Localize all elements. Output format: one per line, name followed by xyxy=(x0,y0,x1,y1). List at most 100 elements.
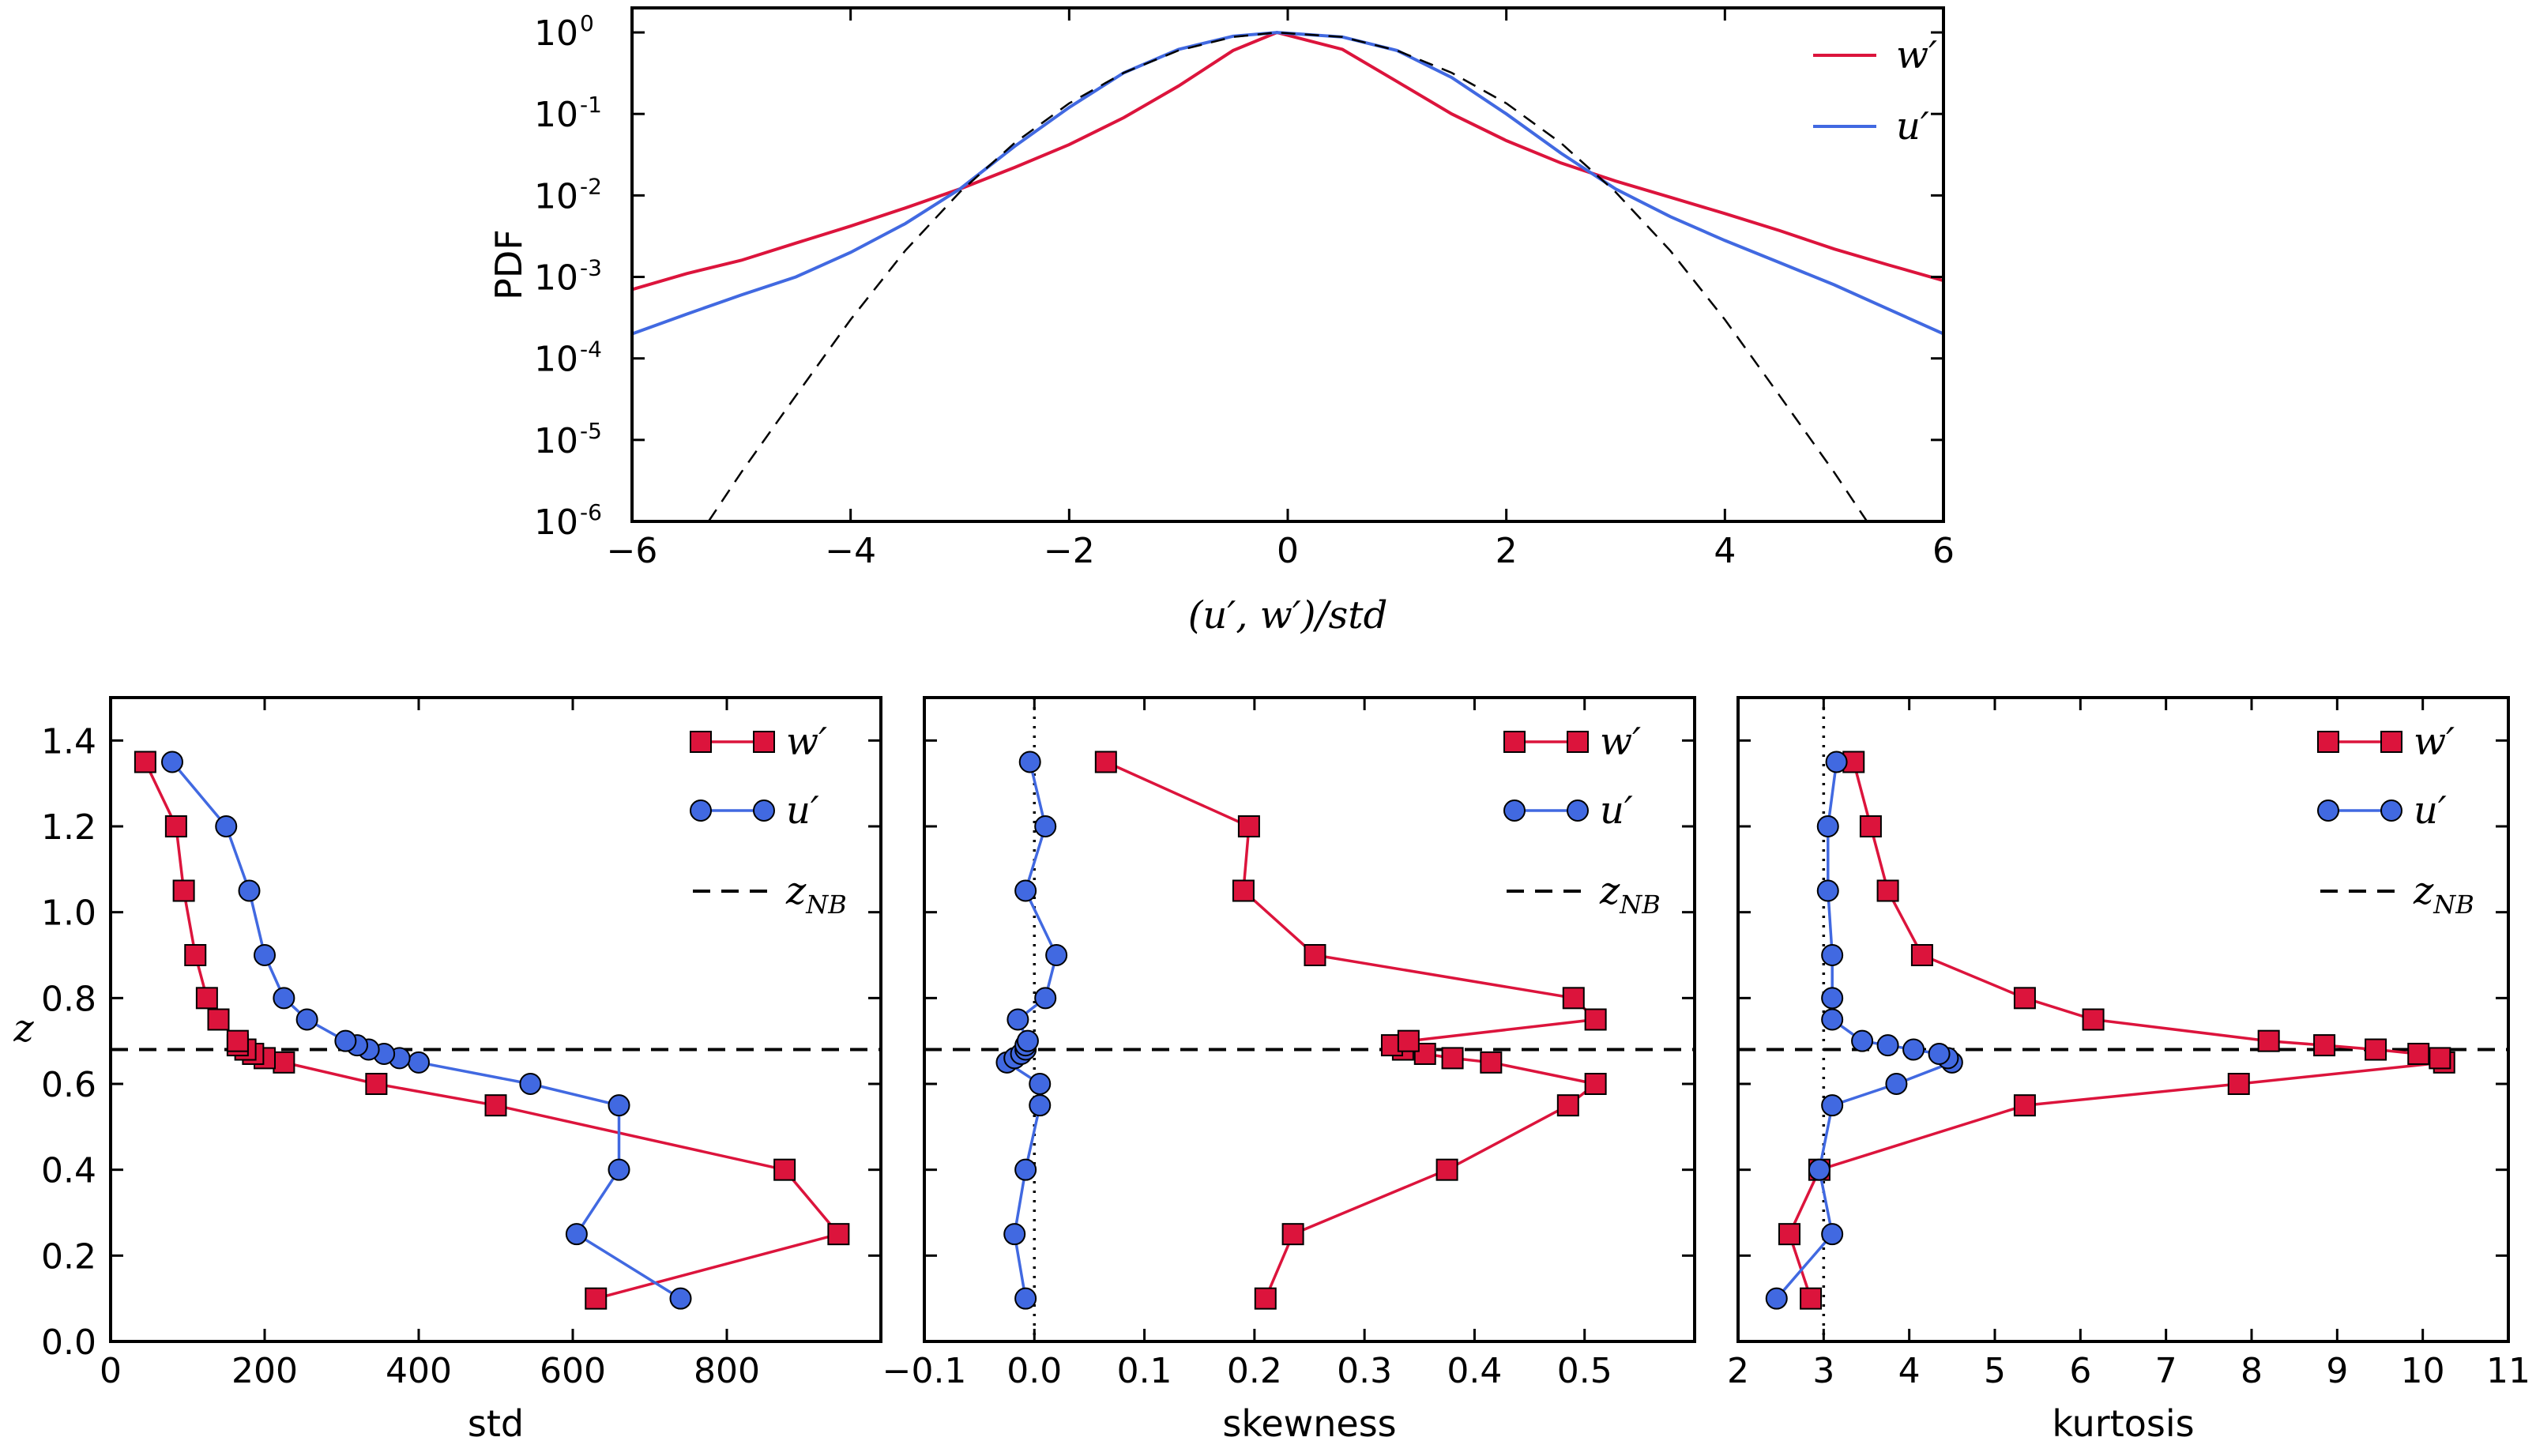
pdf-y-tick-label: 10 xyxy=(534,502,578,543)
std-axes-frame xyxy=(109,696,882,1343)
skewness-point-w xyxy=(1584,1008,1607,1031)
std-point-u xyxy=(565,1223,588,1246)
skewness-panel: −0.1 0.0 0.1 0.2 0.3 0.4 0.5 skewness w′ u′ zNB xyxy=(882,696,1696,1445)
kurtosis-point-w xyxy=(1910,944,1933,966)
pdf-x-tick-label: −6 xyxy=(607,531,658,571)
skewness-point-u xyxy=(1006,1008,1029,1031)
kurtosis-point-w xyxy=(2013,987,2036,1010)
pdf-x-tick-label: −2 xyxy=(1044,531,1095,571)
kurtosis-point-u xyxy=(1821,1008,1844,1031)
pdf-y-tick-label: 10 xyxy=(534,258,578,299)
z-tick-label: 0.2 xyxy=(41,1236,96,1277)
std-legend-label-znb: zNB xyxy=(785,869,847,920)
pdf-y-tick-exponent: -4 xyxy=(580,337,602,363)
pdf-y-tick-exponent: -5 xyxy=(580,418,602,444)
std-legend-marker-u xyxy=(690,799,712,822)
z-tick-label: 0.8 xyxy=(41,979,96,1019)
kurtosis-point-w xyxy=(1859,815,1882,837)
std-point-u xyxy=(215,815,238,837)
pdf-y-axis-label: PDF xyxy=(487,229,530,300)
kurtosis-point-w xyxy=(2365,1038,2387,1061)
kurtosis-point-w xyxy=(2407,1042,2430,1065)
skewness-point-u xyxy=(1045,944,1068,966)
skewness-point-u xyxy=(1014,1287,1037,1310)
kurtosis-x-axis-label: kurtosis xyxy=(2052,1402,2194,1445)
std-point-w xyxy=(172,879,195,902)
kurtosis-x-tick-label: 5 xyxy=(1984,1351,2006,1391)
skewness-point-u xyxy=(1014,879,1037,902)
skewness-legend-marker-u xyxy=(1503,799,1526,822)
skewness-legend-label-znb: zNB xyxy=(1599,869,1661,920)
kurtosis-axes-frame xyxy=(1736,696,2510,1343)
std-point-u xyxy=(161,751,183,773)
std-point-w xyxy=(827,1223,850,1246)
kurtosis-x-tick-label: 10 xyxy=(2401,1351,2445,1391)
skewness-point-u xyxy=(1029,1094,1052,1117)
std-point-u xyxy=(669,1287,692,1310)
skewness-series-u-line xyxy=(1004,762,1058,1299)
std-point-u xyxy=(334,1029,357,1052)
kurtosis-x-tick-label: 9 xyxy=(2326,1351,2348,1391)
skewness-x-tick-label: 0.2 xyxy=(1227,1351,1282,1391)
skewness-x-tick-label: 0.4 xyxy=(1447,1351,1502,1391)
std-legend-label-w: w′ xyxy=(786,720,827,764)
std-legend-marker-w xyxy=(753,731,775,753)
std-point-u xyxy=(519,1073,542,1095)
skewness-point-w xyxy=(1584,1073,1607,1095)
skewness-point-u xyxy=(1016,1029,1039,1052)
kurtosis-point-u xyxy=(1885,1073,1908,1095)
skewness-point-w xyxy=(1281,1223,1304,1246)
kurtosis-point-w xyxy=(1800,1287,1823,1310)
kurtosis-point-u xyxy=(1825,751,1848,773)
pdf-y-tick-exponent: -2 xyxy=(580,173,602,199)
kurtosis-point-w xyxy=(1778,1223,1800,1246)
skewness-point-w xyxy=(1480,1051,1503,1074)
std-x-tick-label: 800 xyxy=(694,1351,760,1391)
std-point-u xyxy=(273,987,295,1010)
kurtosis-x-tick-label: 4 xyxy=(1898,1351,1921,1391)
kurtosis-point-u xyxy=(1902,1038,1925,1061)
skewness-point-w xyxy=(1232,879,1255,902)
skewness-legend-marker-u xyxy=(1567,799,1589,822)
std-x-tick-label: 400 xyxy=(386,1351,452,1391)
kurtosis-x-tick-label: 8 xyxy=(2241,1351,2263,1391)
pdf-y-tick-label: 10 xyxy=(534,421,578,461)
std-legend-label-u: u′ xyxy=(786,788,819,833)
pdf-y-tick-exponent: -1 xyxy=(580,92,602,118)
skewness-point-w xyxy=(1413,1042,1436,1065)
std-point-w xyxy=(585,1287,608,1310)
pdf-x-ticks: −6 −4 −2 0 2 4 6 xyxy=(607,8,1955,571)
std-point-w xyxy=(365,1073,388,1095)
pdf-series-u xyxy=(632,31,1943,336)
std-point-u xyxy=(295,1008,318,1031)
pdf-x-tick-label: 6 xyxy=(1932,531,1955,571)
skewness-point-w xyxy=(1237,815,1260,837)
kurtosis-point-u xyxy=(1851,1029,1874,1052)
kurtosis-point-w xyxy=(2313,1034,2336,1057)
kurtosis-x-tick-label: 7 xyxy=(2155,1351,2177,1391)
z-tick-label: 0.6 xyxy=(41,1065,96,1105)
kurtosis-point-w xyxy=(2429,1047,2451,1070)
std-point-w xyxy=(273,1051,295,1074)
std-point-w xyxy=(484,1094,507,1117)
skewness-point-u xyxy=(1029,1073,1052,1095)
std-point-u xyxy=(608,1094,630,1117)
skewness-x-tick-label: 0.5 xyxy=(1557,1351,1612,1391)
skewness-legend-marker-w xyxy=(1503,731,1526,753)
kurtosis-point-w xyxy=(2013,1094,2036,1117)
skewness-point-u xyxy=(1014,1158,1037,1181)
kurtosis-point-w xyxy=(1842,751,1865,773)
z-tick-label: 1.4 xyxy=(41,721,96,762)
gaussian-reference-line xyxy=(707,31,1868,521)
std-x-axis-label: std xyxy=(468,1402,524,1445)
std-point-u xyxy=(408,1051,430,1074)
skewness-x-tick-label: 0.1 xyxy=(1117,1351,1172,1391)
std-x-tick-label: 200 xyxy=(231,1351,298,1391)
skewness-x-tick-label: −0.1 xyxy=(882,1351,967,1391)
pdf-y-tick-exponent: -6 xyxy=(580,499,602,525)
skewness-axes-frame xyxy=(923,696,1696,1343)
std-point-w xyxy=(207,1008,230,1031)
skewness-x-axis-label: skewness xyxy=(1222,1402,1396,1445)
